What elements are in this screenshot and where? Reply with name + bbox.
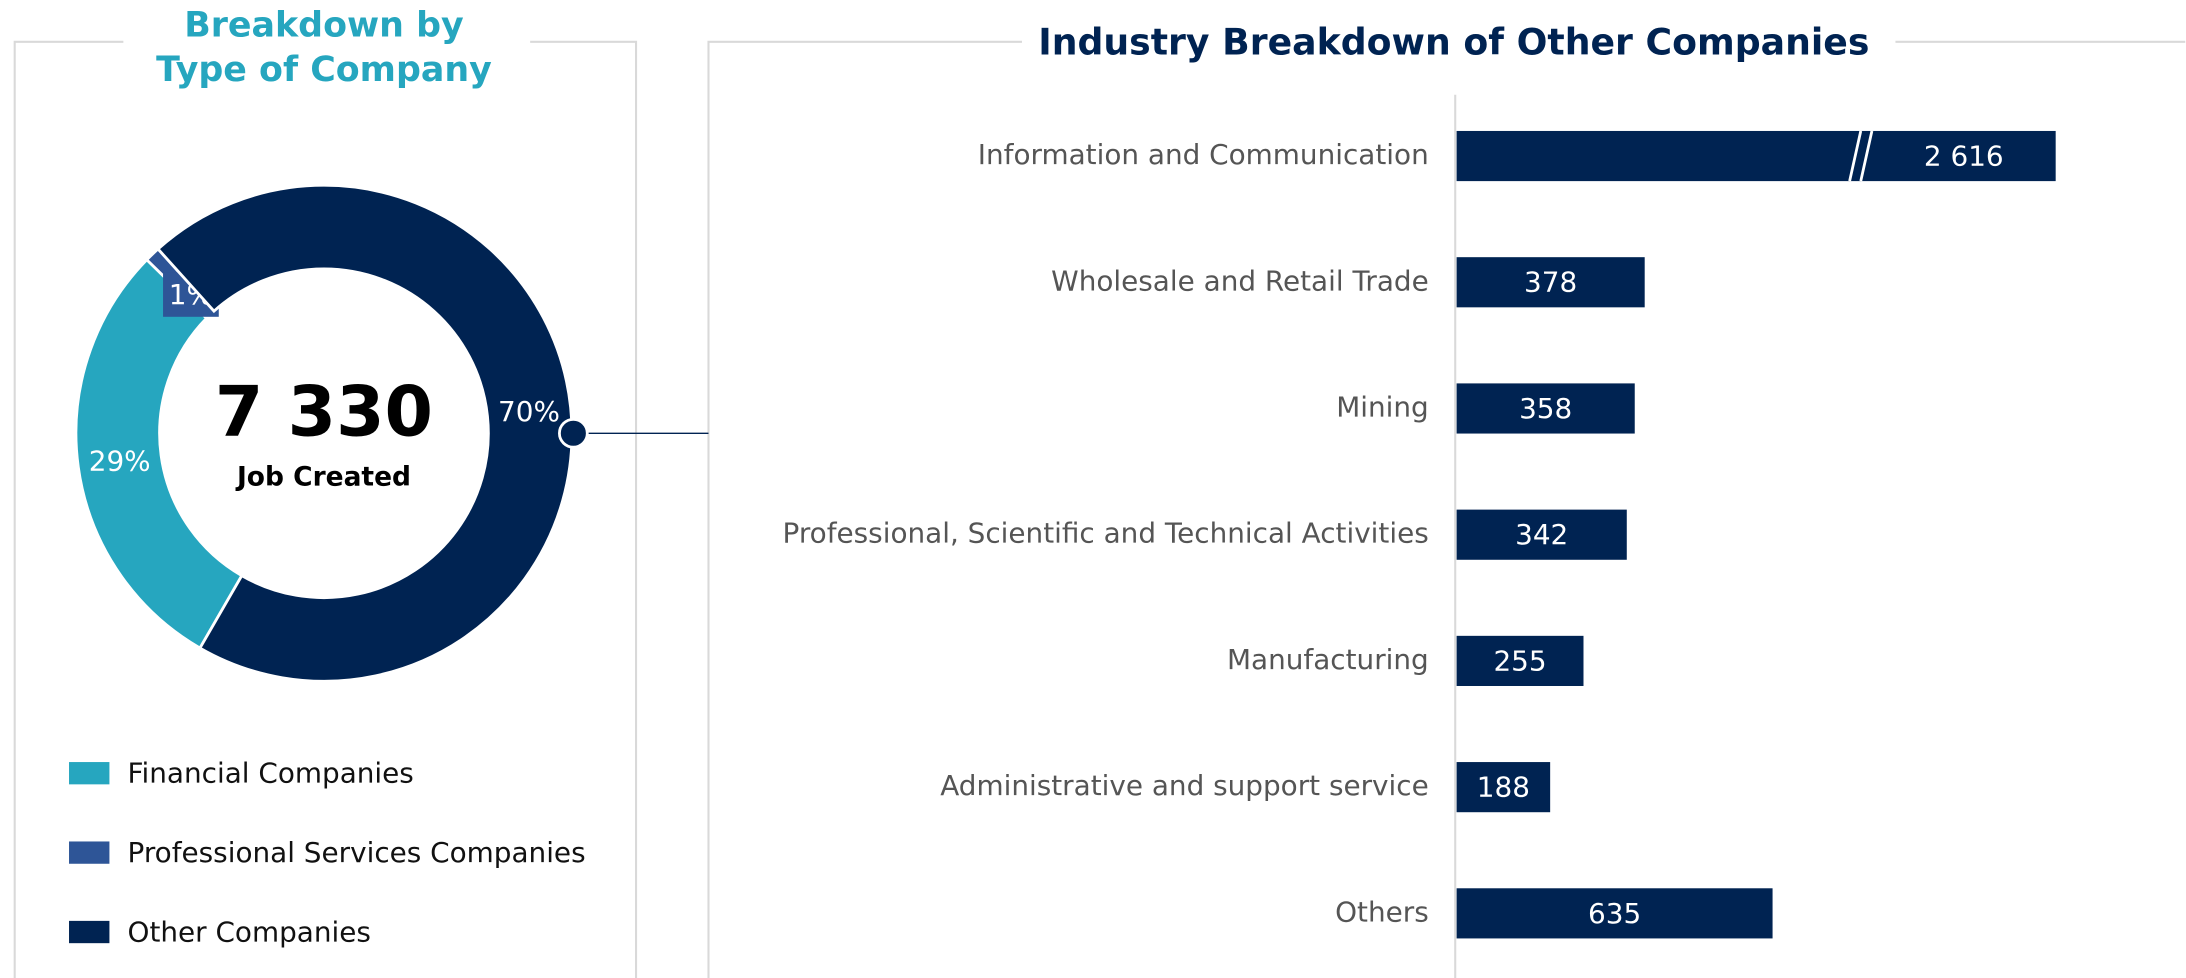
category-label: Others [1335, 895, 1429, 928]
bar [1456, 257, 1645, 308]
value-label: 378 [1524, 266, 1577, 299]
value-label: 358 [1519, 392, 1572, 425]
value-label: 188 [1477, 771, 1530, 804]
bar-title: Industry Breakdown of Other Companies [1038, 21, 1869, 64]
axis-break [1848, 130, 1874, 182]
donut-segment [74, 257, 244, 650]
connector-dot [558, 417, 589, 449]
right-panel-border [707, 40, 2186, 978]
donut-title: Breakdown by [184, 5, 464, 45]
category-label: Professional, Scientific and Technical A… [783, 517, 1429, 550]
legend-label: Other Companies [128, 915, 371, 948]
legend-swatch [69, 920, 110, 944]
category-label: Administrative and support service [940, 769, 1429, 802]
bar [1456, 888, 1773, 939]
center-value: 7 330 [215, 372, 433, 453]
bar [1456, 383, 1635, 434]
bar [1456, 762, 1551, 813]
center-label: Job Created [235, 461, 411, 492]
category-label: Wholesale and Retail Trade [1051, 264, 1429, 297]
bar [1456, 635, 1584, 686]
value-label: 2 616 [1924, 139, 2004, 172]
value-label: 255 [1493, 644, 1546, 677]
legend-swatch [69, 762, 110, 785]
value-label: 70% [498, 395, 560, 428]
legend-swatch [69, 841, 110, 864]
category-label: Information and Communication [978, 138, 1429, 171]
legend-label: Professional Services Companies [128, 836, 586, 869]
donut-title: Type of Company [156, 50, 492, 90]
bar [1456, 130, 2056, 182]
legend-label: Financial Companies [128, 757, 414, 790]
donut-segment [156, 183, 574, 683]
value-label: 342 [1515, 518, 1568, 551]
category-label: Mining [1336, 390, 1429, 423]
value-label: 29% [89, 445, 151, 478]
category-label: Manufacturing [1227, 643, 1429, 676]
value-label: 635 [1588, 897, 1641, 930]
left-panel-border [13, 40, 638, 978]
bar [1456, 509, 1627, 560]
